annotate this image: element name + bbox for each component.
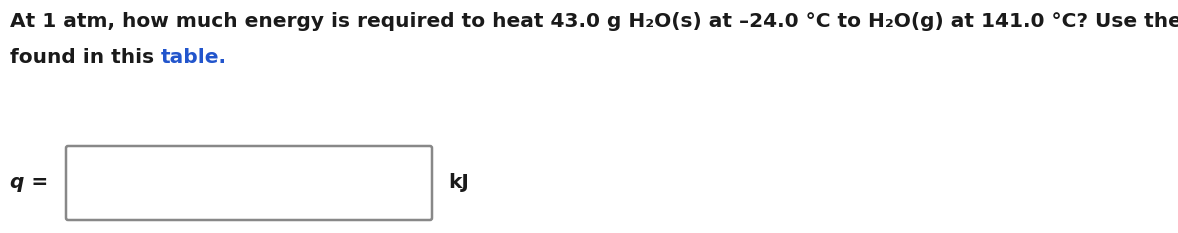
Text: kJ: kJ <box>448 174 469 192</box>
Text: At 1 atm, how much energy is required to heat 43.0 g H₂O(s) at –24.0 °C to H₂O(g: At 1 atm, how much energy is required to… <box>9 12 1178 31</box>
Text: q =: q = <box>9 174 48 192</box>
Text: table.: table. <box>161 48 227 67</box>
Text: found in this: found in this <box>9 48 161 67</box>
FancyBboxPatch shape <box>66 146 432 220</box>
